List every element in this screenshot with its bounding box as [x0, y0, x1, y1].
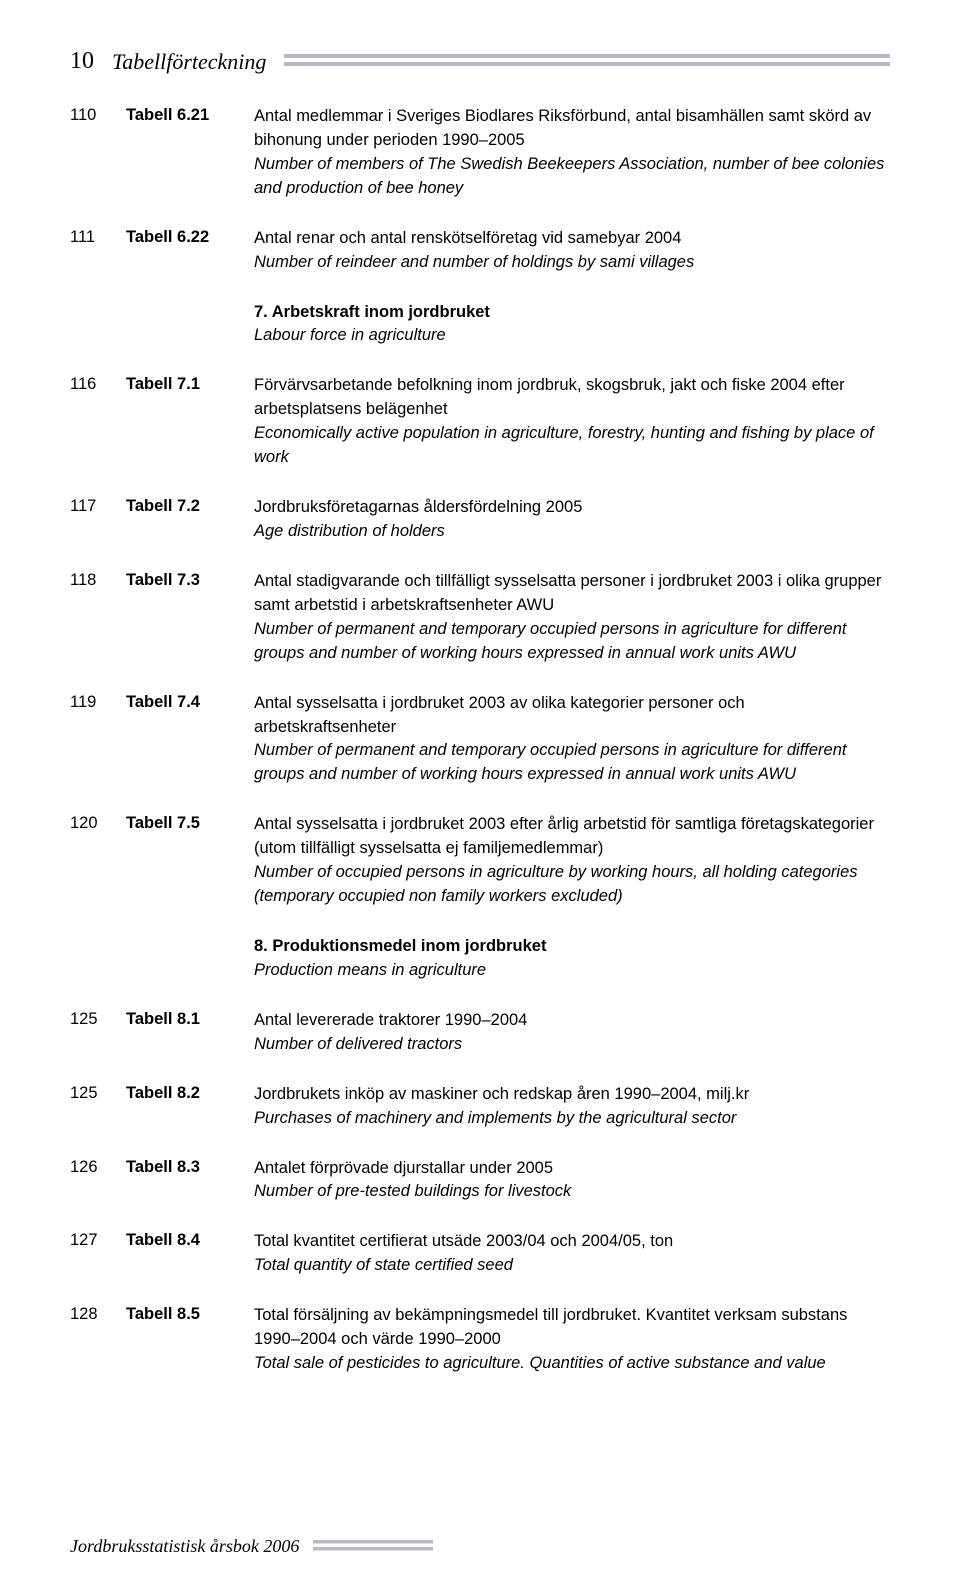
toc-entry-page: 116 — [70, 374, 126, 394]
toc-entry-body: Antal medlemmar i Sveriges Biodlares Rik… — [254, 105, 890, 201]
toc-entry-body: Antal stadigvarande och tillfälligt syss… — [254, 570, 890, 666]
toc-entry-subtitle: Purchases of machinery and implements by… — [254, 1109, 736, 1127]
toc-entry-label: Tabell 8.4 — [126, 1230, 254, 1250]
toc-entry-page: 125 — [70, 1009, 126, 1029]
footer-text: Jordbruksstatistisk årsbok 2006 — [70, 1536, 299, 1557]
toc-entry-label: Tabell 6.22 — [126, 227, 254, 247]
toc-entry-label: Tabell 8.2 — [126, 1083, 254, 1103]
toc-entry-body: Antal levererade traktorer 1990–2004 Num… — [254, 1009, 890, 1057]
section-heading: 7. Arbetskraft inom jordbruket Labour fo… — [70, 301, 890, 349]
toc-entry-label: Tabell 7.5 — [126, 813, 254, 833]
toc-entry-subtitle: Total quantity of state certified seed — [254, 1256, 513, 1274]
document-page: 10 Tabellförteckning 110 Tabell 6.21 Ant… — [0, 0, 960, 1591]
toc-entry-page: 126 — [70, 1157, 126, 1177]
toc-entry-body: Antalet förprövade djurstallar under 200… — [254, 1157, 890, 1205]
section-heading: 8. Produktionsmedel inom jordbruket Prod… — [70, 935, 890, 983]
toc-entry-label: Tabell 7.4 — [126, 692, 254, 712]
toc-entry-subtitle: Number of reindeer and number of holding… — [254, 253, 694, 271]
header-title: Tabellförteckning — [112, 49, 266, 75]
toc-entry-title: Antal renar och antal renskötselföretag … — [254, 229, 681, 247]
toc-entry-title: Antal stadigvarande och tillfälligt syss… — [254, 572, 881, 614]
toc-entry-page: 118 — [70, 570, 126, 590]
toc-entry: 125 Tabell 8.1 Antal levererade traktore… — [70, 1009, 890, 1057]
toc-entry-page: 125 — [70, 1083, 126, 1103]
toc-entry-page: 128 — [70, 1304, 126, 1324]
toc-entry: 120 Tabell 7.5 Antal sysselsatta i jordb… — [70, 813, 890, 909]
toc-entry-label: Tabell 6.21 — [126, 105, 254, 125]
section-title: 7. Arbetskraft inom jordbruket — [254, 303, 490, 321]
toc-entry-body: Jordbrukets inköp av maskiner och redska… — [254, 1083, 890, 1131]
footer-stripe-icon — [313, 1540, 433, 1554]
toc-entry-subtitle: Number of permanent and temporary occupi… — [254, 741, 846, 783]
toc-entry-subtitle: Number of members of The Swedish Beekeep… — [254, 155, 884, 197]
toc-entry-page: 111 — [70, 227, 126, 247]
section-subtitle: Labour force in agriculture — [254, 326, 446, 344]
section-title: 8. Produktionsmedel inom jordbruket — [254, 937, 546, 955]
toc-entry: 116 Tabell 7.1 Förvärvsarbetande befolkn… — [70, 374, 890, 470]
toc-entry-body: Antal sysselsatta i jordbruket 2003 efte… — [254, 813, 890, 909]
toc-entry: 125 Tabell 8.2 Jordbrukets inköp av mask… — [70, 1083, 890, 1131]
header-stripe-icon — [284, 54, 890, 70]
toc-entry-subtitle: Number of pre-tested buildings for lives… — [254, 1182, 571, 1200]
toc-entry: 126 Tabell 8.3 Antalet förprövade djurst… — [70, 1157, 890, 1205]
toc-entry-label: Tabell 7.2 — [126, 496, 254, 516]
toc-entry-body: Total kvantitet certifierat utsäde 2003/… — [254, 1230, 890, 1278]
toc-entry: 127 Tabell 8.4 Total kvantitet certifier… — [70, 1230, 890, 1278]
toc-entry-page: 119 — [70, 692, 126, 712]
toc-entry-body: Total försäljning av bekämpningsmedel ti… — [254, 1304, 890, 1376]
toc-entry-body: Antal renar och antal renskötselföretag … — [254, 227, 890, 275]
toc-entry-body: Jordbruksföretagarnas åldersfördelning 2… — [254, 496, 890, 544]
toc-entry-title: Jordbrukets inköp av maskiner och redska… — [254, 1085, 749, 1103]
toc-entry: 119 Tabell 7.4 Antal sysselsatta i jordb… — [70, 692, 890, 788]
toc-entry: 128 Tabell 8.5 Total försäljning av bekä… — [70, 1304, 890, 1376]
toc-entry-subtitle: Number of occupied persons in agricultur… — [254, 863, 858, 905]
section-body: 7. Arbetskraft inom jordbruket Labour fo… — [254, 301, 890, 349]
page-footer: Jordbruksstatistisk årsbok 2006 — [70, 1536, 890, 1557]
toc-entry-subtitle: Economically active population in agricu… — [254, 424, 874, 466]
toc-entry-subtitle: Age distribution of holders — [254, 522, 445, 540]
toc-entry-body: Förvärvsarbetande befolkning inom jordbr… — [254, 374, 890, 470]
page-header: 10 Tabellförteckning — [70, 48, 890, 75]
toc-entry: 110 Tabell 6.21 Antal medlemmar i Sverig… — [70, 105, 890, 201]
toc-entry-title: Total kvantitet certifierat utsäde 2003/… — [254, 1232, 673, 1250]
section-body: 8. Produktionsmedel inom jordbruket Prod… — [254, 935, 890, 983]
toc-entry: 111 Tabell 6.22 Antal renar och antal re… — [70, 227, 890, 275]
toc-entry-subtitle: Number of delivered tractors — [254, 1035, 462, 1053]
toc-entry-label: Tabell 8.3 — [126, 1157, 254, 1177]
toc-entry-page: 110 — [70, 105, 126, 125]
toc-entry-page: 127 — [70, 1230, 126, 1250]
toc-entry-page: 117 — [70, 496, 126, 516]
toc-entry-title: Jordbruksföretagarnas åldersfördelning 2… — [254, 498, 582, 516]
toc-entry-title: Antalet förprövade djurstallar under 200… — [254, 1159, 553, 1177]
toc-entry-page: 120 — [70, 813, 126, 833]
toc-entry-title: Antal levererade traktorer 1990–2004 — [254, 1011, 527, 1029]
toc-entry-label: Tabell 8.5 — [126, 1304, 254, 1324]
toc-entry: 117 Tabell 7.2 Jordbruksföretagarnas åld… — [70, 496, 890, 544]
toc-entry-title: Förvärvsarbetande befolkning inom jordbr… — [254, 376, 845, 418]
toc-entry-subtitle: Number of permanent and temporary occupi… — [254, 620, 846, 662]
toc-entry-body: Antal sysselsatta i jordbruket 2003 av o… — [254, 692, 890, 788]
page-number: 10 — [70, 48, 94, 75]
section-subtitle: Production means in agriculture — [254, 961, 486, 979]
toc-entry-title: Antal sysselsatta i jordbruket 2003 efte… — [254, 815, 874, 857]
toc-entry-label: Tabell 8.1 — [126, 1009, 254, 1029]
toc-entry: 118 Tabell 7.3 Antal stadigvarande och t… — [70, 570, 890, 666]
toc-entry-title: Antal medlemmar i Sveriges Biodlares Rik… — [254, 107, 871, 149]
toc-entry-title: Antal sysselsatta i jordbruket 2003 av o… — [254, 694, 745, 736]
toc-entry-label: Tabell 7.3 — [126, 570, 254, 590]
toc-entry-label: Tabell 7.1 — [126, 374, 254, 394]
toc-entry-title: Total försäljning av bekämpningsmedel ti… — [254, 1306, 847, 1348]
toc-entry-subtitle: Total sale of pesticides to agriculture.… — [254, 1354, 826, 1372]
